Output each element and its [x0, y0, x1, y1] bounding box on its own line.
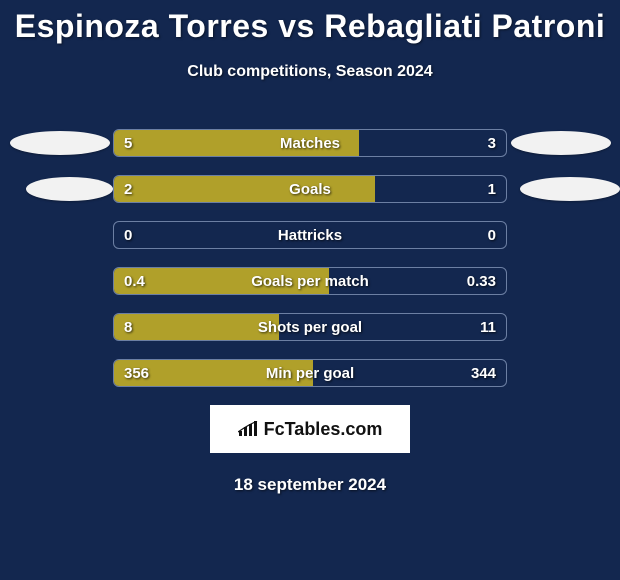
logo-box: FcTables.com — [210, 405, 410, 453]
player1-avatar — [6, 177, 113, 201]
stat-value-right: 3 — [488, 130, 496, 156]
stat-value-left: 2 — [124, 176, 132, 202]
player2-avatar — [507, 177, 614, 201]
stat-bar: 356 Min per goal 344 — [113, 359, 507, 387]
stat-bar: 2 Goals 1 — [113, 175, 507, 203]
avatar-placeholder-icon — [26, 177, 113, 201]
stat-bar-fill — [114, 130, 359, 156]
stat-bar-fill — [114, 314, 279, 340]
stats-container: 5 Matches 3 2 Goals 1 0 Hattricks 0 — [0, 129, 620, 387]
subtitle: Club competitions, Season 2024 — [0, 63, 620, 81]
stat-row-goals: 2 Goals 1 — [6, 175, 614, 203]
stat-bar: 0 Hattricks 0 — [113, 221, 507, 249]
stat-row-hattricks: 0 Hattricks 0 — [6, 221, 614, 249]
stat-label: Hattricks — [114, 222, 506, 248]
avatar-placeholder-icon — [10, 131, 110, 155]
stat-value-right: 11 — [480, 314, 496, 340]
stat-value-left: 356 — [124, 360, 149, 386]
stat-bar: 5 Matches 3 — [113, 129, 507, 157]
player2-avatar — [507, 131, 614, 155]
stat-value-right: 0.33 — [467, 268, 496, 294]
page-title: Espinoza Torres vs Rebagliati Patroni — [0, 0, 620, 45]
stat-bar-fill — [114, 268, 329, 294]
stat-bar: 0.4 Goals per match 0.33 — [113, 267, 507, 295]
stat-value-left: 0 — [124, 222, 132, 248]
player1-avatar — [6, 131, 113, 155]
stat-value-left: 8 — [124, 314, 132, 340]
stat-value-left: 5 — [124, 130, 132, 156]
logo-text: FcTables.com — [264, 419, 383, 440]
stat-value-right: 0 — [488, 222, 496, 248]
avatar-placeholder-icon — [520, 177, 620, 201]
stat-row-matches: 5 Matches 3 — [6, 129, 614, 157]
stat-row-gpm: 0.4 Goals per match 0.33 — [6, 267, 614, 295]
stat-bar: 8 Shots per goal 11 — [113, 313, 507, 341]
date-text: 18 september 2024 — [0, 475, 620, 495]
bar-chart-icon — [238, 421, 258, 437]
stat-value-right: 344 — [471, 360, 496, 386]
stat-value-left: 0.4 — [124, 268, 145, 294]
avatar-placeholder-icon — [511, 131, 611, 155]
stat-bar-fill — [114, 176, 375, 202]
stat-row-mpg: 356 Min per goal 344 — [6, 359, 614, 387]
stat-row-spg: 8 Shots per goal 11 — [6, 313, 614, 341]
stat-value-right: 1 — [488, 176, 496, 202]
